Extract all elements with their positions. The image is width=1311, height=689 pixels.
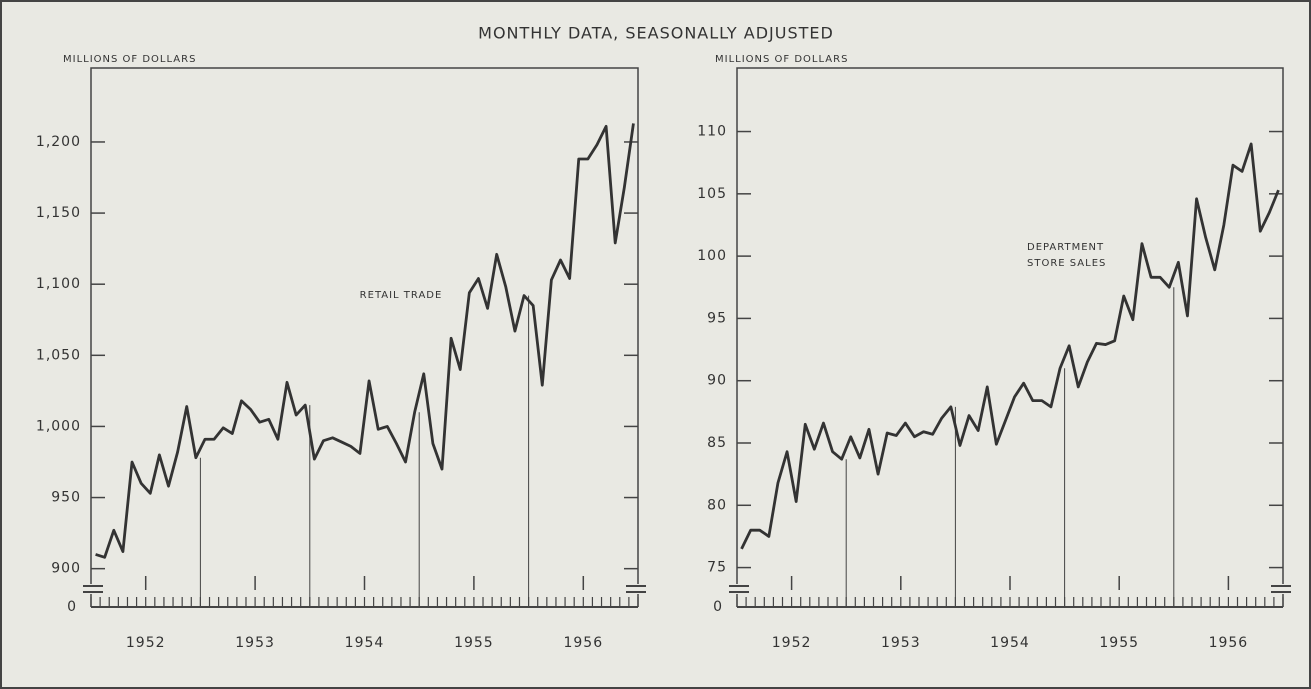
y-tick-label: 1,050	[36, 347, 81, 363]
x-tick-label: 1955	[454, 635, 494, 651]
y-tick-label: 75	[707, 560, 727, 576]
annotation: RETAIL TRADE	[360, 290, 443, 301]
y-tick-label: 90	[707, 373, 727, 389]
y-tick-label: 110	[697, 124, 727, 140]
x-tick-label: 1952	[772, 635, 812, 651]
data-line	[740, 142, 1280, 550]
x-tick-label: 1953	[235, 635, 275, 651]
y-axis-label: MILLIONS OF DOLLARS	[63, 54, 196, 65]
x-tick-label: 1956	[1209, 635, 1249, 651]
x-tick-label: 1954	[990, 635, 1030, 651]
x-tick-label: 1952	[126, 635, 166, 651]
y-tick-label: 85	[707, 435, 727, 451]
annotation: STORE SALES	[1027, 258, 1106, 269]
x-tick-label: 1954	[345, 635, 385, 651]
x-tick-label: 1953	[881, 635, 921, 651]
y-tick-label: 80	[707, 497, 727, 513]
y-tick-label: 105	[697, 186, 727, 202]
y-tick-label: 1,000	[36, 418, 81, 434]
y-tick-label: 1,100	[36, 276, 81, 292]
y-tick-label: 950	[51, 490, 81, 506]
y-tick-label: 1,150	[36, 205, 81, 221]
chart-title: MONTHLY DATA, SEASONALLY ADJUSTED	[478, 24, 834, 43]
y-tick-label: 100	[697, 248, 727, 264]
plot-frame	[90, 67, 639, 584]
annotation: DEPARTMENT	[1027, 242, 1104, 253]
x-tick-label: 1956	[563, 635, 603, 651]
x-tick-label: 1955	[1099, 635, 1139, 651]
y-tick-label: 0	[67, 599, 77, 615]
y-tick-label: 1,200	[36, 134, 81, 150]
y-axis-label: MILLIONS OF DOLLARS	[715, 54, 848, 65]
y-tick-label: 900	[51, 561, 81, 577]
plot-frame	[736, 67, 1284, 584]
data-line	[95, 123, 635, 559]
y-tick-label: 0	[713, 599, 723, 615]
y-tick-label: 95	[707, 310, 727, 326]
